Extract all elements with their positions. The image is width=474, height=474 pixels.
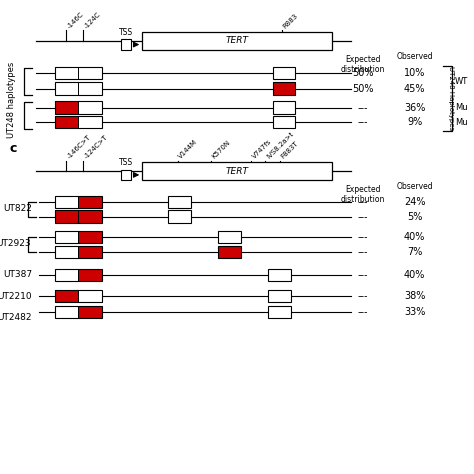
- Text: ---: ---: [357, 307, 368, 317]
- Text: -146C>T: -146C>T: [66, 134, 92, 160]
- Bar: [55, 82, 78, 95]
- Text: 5%: 5%: [407, 211, 422, 222]
- Bar: [55, 246, 102, 258]
- Text: 40%: 40%: [404, 270, 426, 280]
- Text: UT248 Haplotypes: UT248 Haplotypes: [448, 66, 454, 130]
- Text: 36%: 36%: [404, 102, 426, 113]
- Text: Observed: Observed: [396, 182, 433, 191]
- Bar: [78, 306, 102, 318]
- Text: 50%: 50%: [352, 83, 374, 94]
- Bar: [142, 162, 332, 180]
- Text: UT2210: UT2210: [0, 292, 32, 301]
- Text: ---: ---: [357, 246, 368, 257]
- Bar: [78, 196, 102, 208]
- Bar: [78, 231, 102, 243]
- Bar: [55, 116, 102, 128]
- Bar: [55, 196, 78, 208]
- Bar: [55, 101, 102, 114]
- Text: UT2923: UT2923: [0, 239, 31, 247]
- Text: V144M: V144M: [178, 138, 199, 160]
- Text: V747fs: V747fs: [251, 138, 273, 160]
- Text: 9%: 9%: [407, 117, 422, 128]
- Text: F883T: F883T: [280, 140, 299, 160]
- Bar: [268, 269, 291, 281]
- Bar: [121, 170, 131, 180]
- Text: Observed: Observed: [396, 52, 433, 61]
- Bar: [78, 101, 102, 114]
- Text: Mu: Mu: [455, 118, 468, 127]
- Bar: [273, 67, 295, 79]
- Bar: [55, 67, 78, 79]
- Bar: [78, 116, 102, 128]
- Bar: [273, 116, 295, 128]
- Bar: [78, 67, 102, 79]
- Text: 45%: 45%: [404, 83, 426, 94]
- Text: 50%: 50%: [352, 68, 374, 79]
- Text: Expected
distribution: Expected distribution: [340, 185, 385, 204]
- Text: ---: ---: [357, 211, 368, 222]
- Bar: [55, 290, 78, 302]
- Bar: [55, 67, 102, 79]
- Bar: [121, 39, 131, 50]
- Text: TERT: TERT: [226, 36, 248, 45]
- Bar: [55, 231, 102, 243]
- Text: UT822: UT822: [3, 204, 32, 212]
- Text: 33%: 33%: [404, 307, 426, 317]
- Text: ---: ---: [357, 117, 368, 128]
- Bar: [55, 231, 78, 243]
- Bar: [55, 246, 78, 258]
- Text: Expected
distribution: Expected distribution: [340, 55, 385, 74]
- Bar: [78, 290, 102, 302]
- Bar: [55, 306, 102, 318]
- Text: -124C>T: -124C>T: [83, 134, 109, 160]
- Bar: [55, 101, 78, 114]
- Text: K570N: K570N: [211, 139, 231, 160]
- Bar: [55, 269, 78, 281]
- Bar: [168, 210, 191, 223]
- Text: IVS8.2a>t: IVS8.2a>t: [265, 131, 294, 160]
- Text: 38%: 38%: [404, 291, 426, 301]
- Bar: [168, 196, 191, 208]
- Text: ---: ---: [357, 291, 368, 301]
- Bar: [78, 210, 102, 223]
- Text: 24%: 24%: [404, 197, 426, 207]
- Text: -146C: -146C: [66, 10, 85, 29]
- Bar: [55, 116, 78, 128]
- Text: UT387: UT387: [3, 271, 32, 279]
- Bar: [78, 246, 102, 258]
- Text: 7%: 7%: [407, 246, 422, 257]
- Bar: [273, 82, 295, 95]
- Text: R883: R883: [282, 12, 299, 29]
- Bar: [78, 269, 102, 281]
- Text: TSS: TSS: [119, 28, 133, 37]
- Text: 10%: 10%: [404, 68, 426, 79]
- Bar: [55, 82, 102, 95]
- Text: ---: ---: [357, 232, 368, 242]
- Text: ---: ---: [357, 270, 368, 280]
- Bar: [78, 82, 102, 95]
- Bar: [55, 196, 102, 208]
- Text: TSS: TSS: [119, 158, 133, 167]
- Bar: [268, 290, 291, 302]
- Text: Mu: Mu: [455, 103, 468, 112]
- Text: WT: WT: [455, 77, 468, 86]
- Bar: [55, 269, 102, 281]
- Bar: [142, 32, 332, 50]
- Text: ---: ---: [357, 197, 368, 207]
- Bar: [55, 210, 102, 223]
- Bar: [55, 290, 102, 302]
- Text: UT248 haplotypes: UT248 haplotypes: [8, 62, 16, 137]
- Bar: [55, 210, 78, 223]
- Text: c: c: [9, 142, 17, 155]
- Bar: [218, 231, 241, 243]
- Text: UT2482: UT2482: [0, 313, 32, 322]
- Bar: [273, 101, 295, 114]
- Text: 40%: 40%: [404, 232, 426, 242]
- Text: TERT: TERT: [226, 167, 248, 175]
- Bar: [268, 306, 291, 318]
- Bar: [55, 306, 78, 318]
- Text: -124C: -124C: [83, 10, 102, 29]
- Text: ---: ---: [357, 102, 368, 113]
- Bar: [218, 246, 241, 258]
